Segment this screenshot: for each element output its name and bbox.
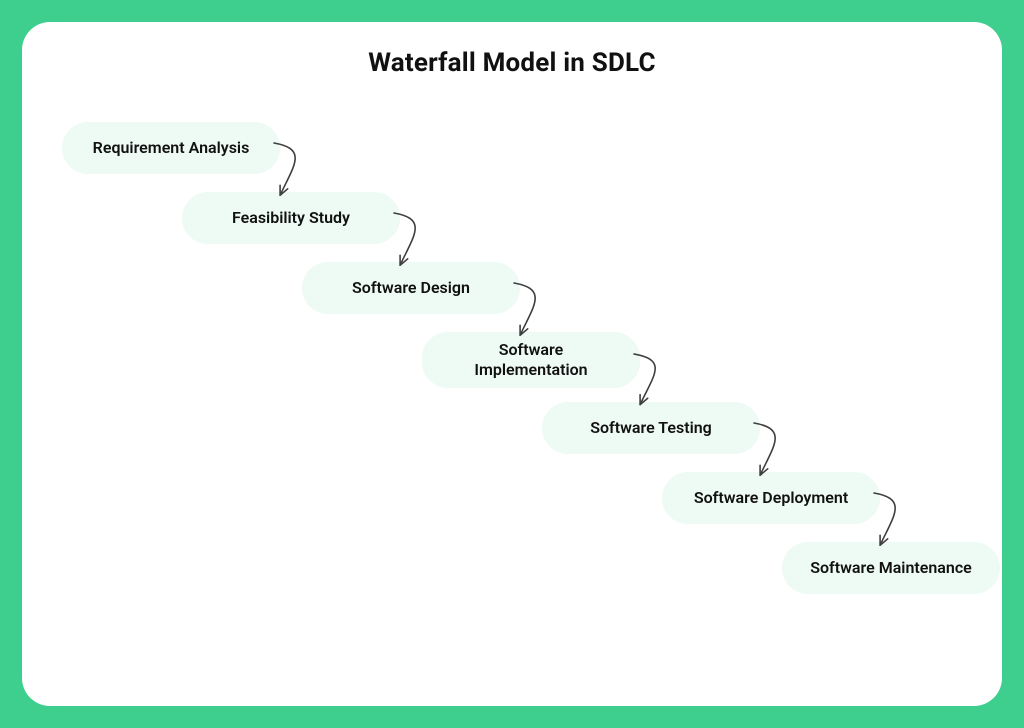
diagram-stage: Requirement AnalysisFeasibility StudySof… [32,102,992,682]
diagram-card: Waterfall Model in SDLC Requirement Anal… [22,22,1002,706]
arrow-4 [626,346,676,413]
arrow-3 [506,275,556,343]
arrow-6 [866,485,916,553]
arrow-5 [746,415,796,483]
arrow-2 [386,205,436,273]
step-1: Requirement Analysis [62,122,280,174]
diagram-title: Waterfall Model in SDLC [22,48,1002,78]
arrow-1 [266,135,316,203]
